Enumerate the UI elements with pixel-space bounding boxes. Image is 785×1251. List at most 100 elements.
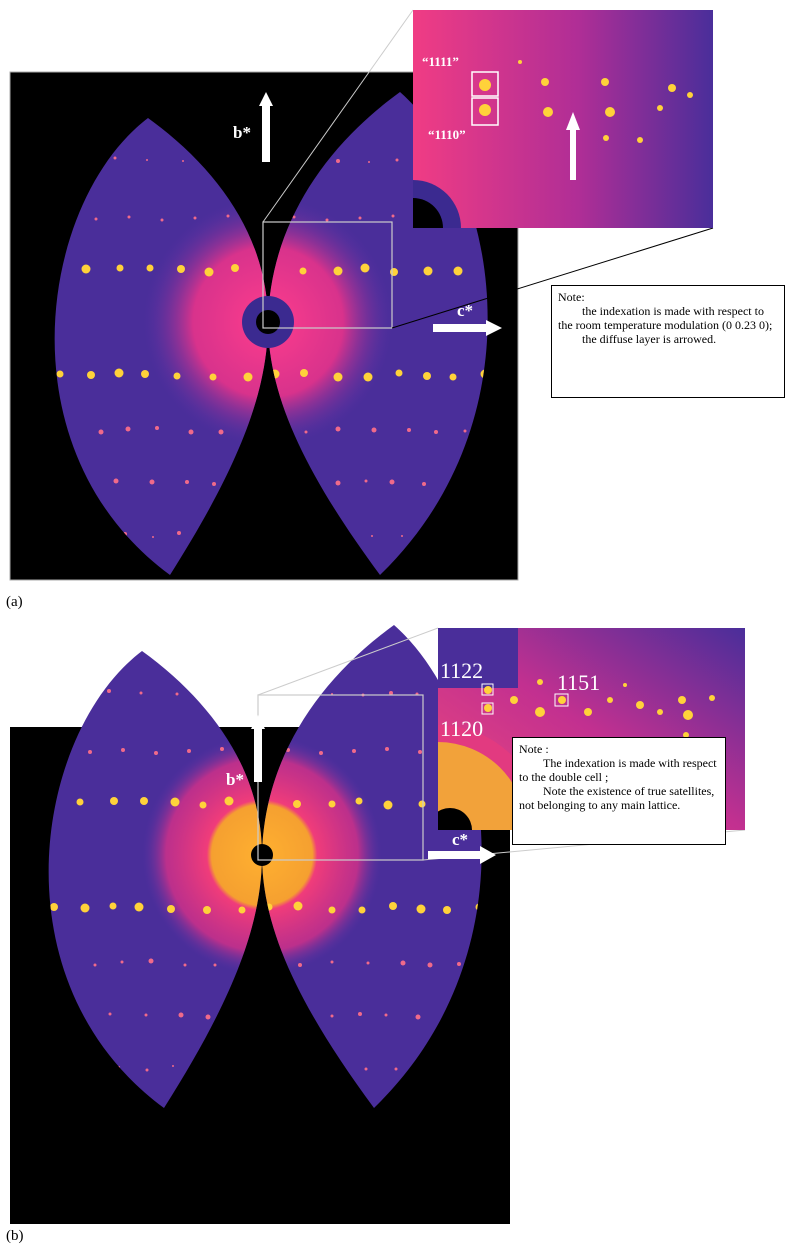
spot (110, 797, 118, 805)
spot (146, 159, 148, 161)
spot (110, 903, 117, 910)
spot (184, 964, 187, 967)
spot (336, 427, 341, 432)
spot (177, 265, 185, 273)
spot (189, 430, 194, 435)
spot (150, 480, 155, 485)
spot (121, 961, 124, 964)
spot (206, 1015, 211, 1020)
spot (422, 482, 426, 486)
spot (368, 161, 370, 163)
spot (392, 215, 395, 218)
spot (187, 749, 191, 753)
spot (367, 962, 370, 965)
spot (352, 749, 356, 753)
spot (464, 430, 467, 433)
spot (182, 160, 184, 162)
spot (145, 1014, 148, 1017)
spot (57, 371, 64, 378)
inset-label: “1110” (428, 127, 466, 143)
spot (203, 906, 211, 914)
spot (238, 690, 240, 692)
spot (407, 428, 411, 432)
note-box: Note : The indexation is made with respe… (512, 737, 726, 845)
axis-label: b* (226, 770, 244, 790)
spot (385, 747, 389, 751)
spot (365, 480, 368, 483)
spot (88, 750, 92, 754)
note-text: Note the existence of true satellites, n… (519, 784, 719, 812)
spot (336, 159, 340, 163)
spot (147, 265, 154, 272)
spot (194, 217, 197, 220)
spot (385, 1014, 388, 1017)
spot (372, 428, 377, 433)
spot (359, 217, 362, 220)
spot (329, 907, 336, 914)
spot (331, 961, 334, 964)
note-heading: Note : (519, 742, 719, 756)
spot (390, 268, 398, 276)
spot (141, 370, 149, 378)
spot (450, 374, 457, 381)
spot (114, 157, 117, 160)
spot (219, 430, 224, 435)
spot (220, 747, 224, 751)
spot (305, 431, 308, 434)
spot (334, 267, 343, 276)
spot (364, 373, 373, 382)
spot (358, 1012, 362, 1016)
spot (293, 800, 301, 808)
spot (176, 693, 179, 696)
inset-label: 1151 (557, 670, 600, 696)
spot (128, 216, 131, 219)
spot (390, 480, 395, 485)
spot (167, 905, 175, 913)
spot (107, 689, 111, 693)
spot (82, 265, 91, 274)
spot (457, 962, 461, 966)
panel-label: (b) (6, 1228, 24, 1245)
spot (50, 903, 58, 911)
spot (244, 373, 253, 382)
spot (389, 902, 397, 910)
figure (0, 0, 785, 1251)
spot (331, 1015, 334, 1018)
spot (172, 1065, 174, 1067)
spot (77, 799, 84, 806)
spot (428, 963, 433, 968)
spot (87, 371, 95, 379)
spot (94, 964, 97, 967)
spot (418, 750, 422, 754)
spot (365, 1068, 368, 1071)
page: {"panels": [ {"label": "(a)", "axis_b": … (0, 0, 785, 1251)
spot (423, 372, 431, 380)
spot (401, 961, 406, 966)
spot (417, 905, 426, 914)
spot (177, 531, 181, 535)
spot (95, 218, 98, 221)
spot (179, 1013, 184, 1018)
spot (401, 535, 403, 537)
spot (361, 264, 370, 273)
spot (227, 215, 230, 218)
spot (356, 798, 363, 805)
inset-label: 1120 (440, 716, 483, 742)
spot (319, 751, 323, 755)
spot (395, 1068, 398, 1071)
axis-label: c* (452, 830, 468, 850)
spot (109, 1013, 112, 1016)
spot (161, 219, 164, 222)
spot (371, 535, 373, 537)
spot (155, 426, 159, 430)
spot (424, 267, 433, 276)
spot (126, 427, 131, 432)
spot (152, 536, 154, 538)
note-box: Note: the indexation is made with respec… (551, 285, 785, 398)
spot (200, 802, 207, 809)
spot (115, 369, 124, 378)
spot (396, 370, 403, 377)
spot (81, 904, 90, 913)
spot (434, 430, 438, 434)
note-text: the indexation is made with respect to t… (558, 304, 778, 332)
